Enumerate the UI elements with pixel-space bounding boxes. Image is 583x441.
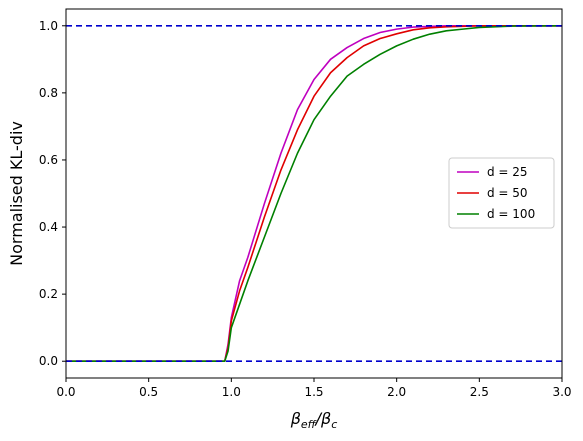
series-line-3 xyxy=(66,24,563,363)
y-tick-label: 0.8 xyxy=(39,86,58,100)
reference-lines xyxy=(66,24,562,363)
x-label-base: β xyxy=(290,409,301,428)
y-tick-label: 0.6 xyxy=(39,153,58,167)
x-tick-label: 0.0 xyxy=(56,385,75,399)
y-tick-label: 0.2 xyxy=(39,287,58,301)
x-label-sub1: eff xyxy=(301,418,317,431)
x-tick-label: 2.5 xyxy=(470,385,489,399)
y-tick-label: 1.0 xyxy=(39,19,58,33)
legend-label-3: d = 100 xyxy=(487,207,535,221)
legend-label-1: d = 25 xyxy=(487,165,528,179)
x-tick-label: 2.0 xyxy=(387,385,406,399)
x-axis-label: βeff/βc xyxy=(290,409,338,431)
x-label-sub2: c xyxy=(331,418,337,431)
legend-box xyxy=(448,157,555,229)
y-tick-label: 0.0 xyxy=(39,354,58,368)
x-tick-label: 0.5 xyxy=(139,385,158,399)
legend: d = 25 d = 50 d = 100 xyxy=(448,157,555,229)
x-tick-label: 3.0 xyxy=(552,385,571,399)
x-tick-label: 1.0 xyxy=(222,385,241,399)
legend-label-2: d = 50 xyxy=(487,186,528,200)
y-tick-label: 0.4 xyxy=(39,220,58,234)
x-axis-ticks: 0.0 0.5 1.0 1.5 2.0 2.5 3.0 xyxy=(56,378,572,399)
series-line-2 xyxy=(66,24,562,363)
y-axis-label: Normalised KL-div xyxy=(7,121,26,266)
x-label-sep: /β xyxy=(314,409,332,428)
y-axis-ticks: 0.0 0.2 0.4 0.6 0.8 1.0 xyxy=(39,19,66,368)
x-tick-label: 1.5 xyxy=(304,385,323,399)
